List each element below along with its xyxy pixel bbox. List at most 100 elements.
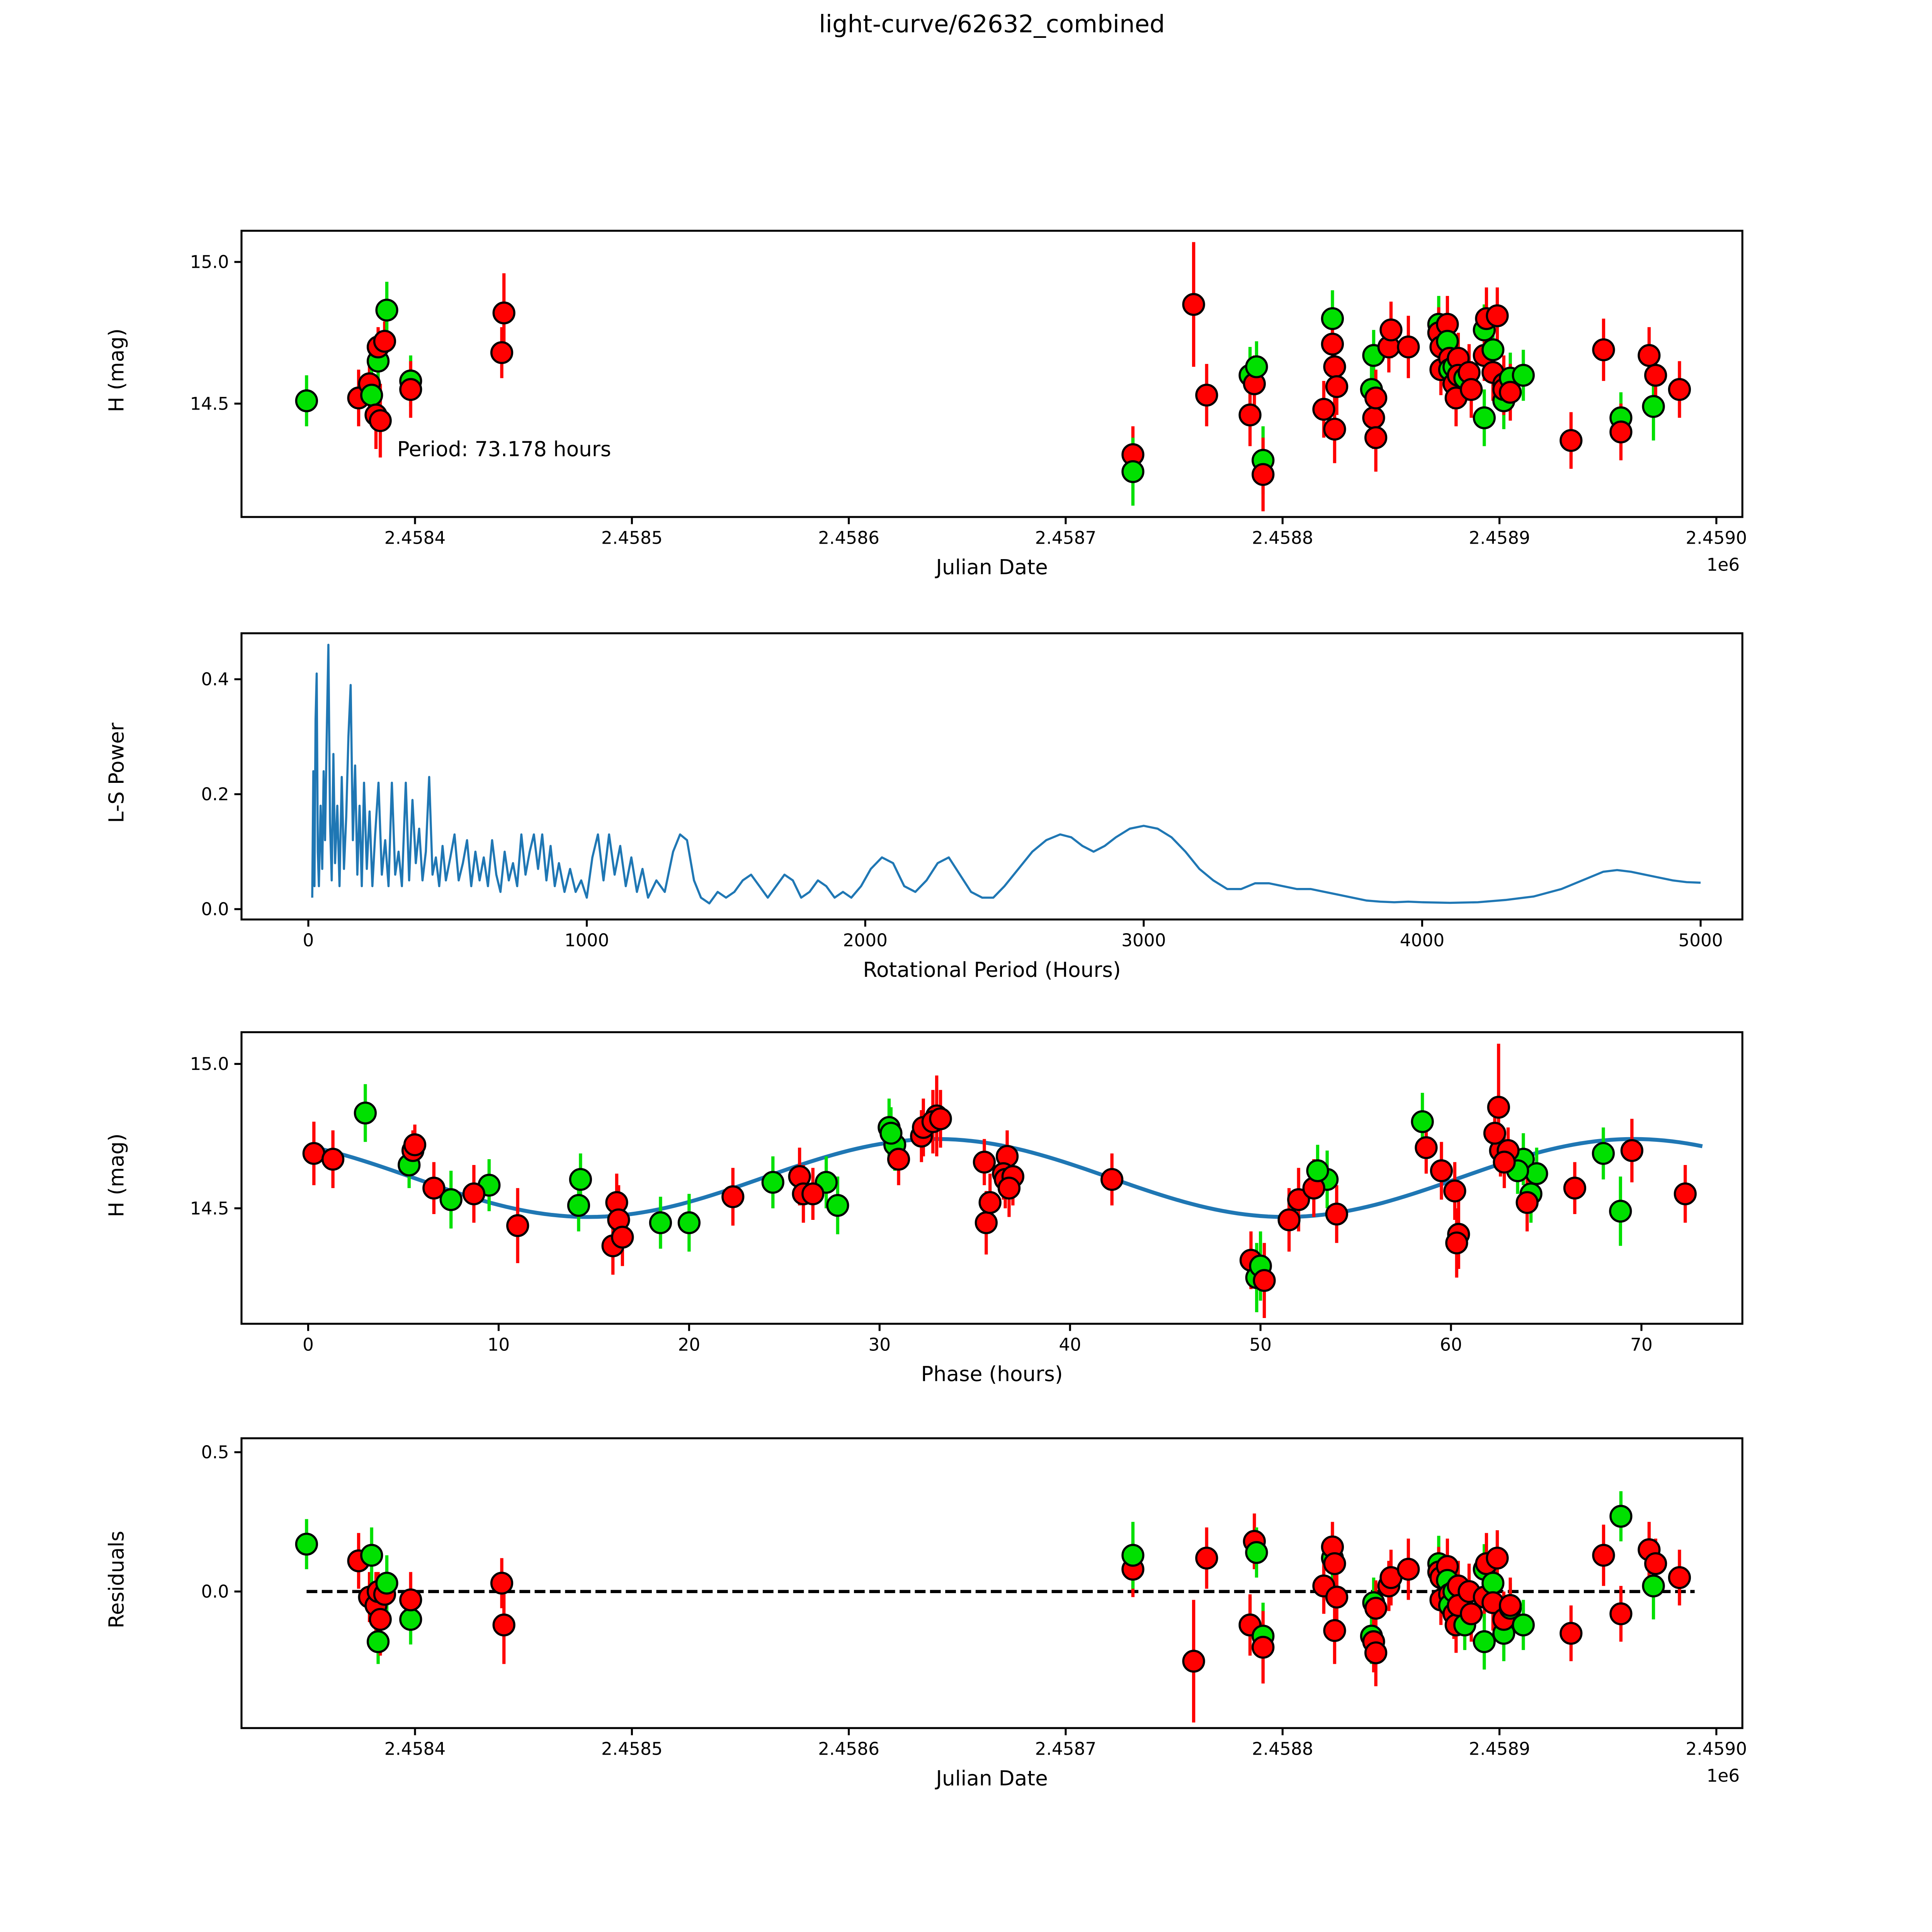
data-point: [369, 1608, 392, 1631]
data-point: [1253, 1269, 1276, 1292]
data-point: [1245, 355, 1268, 378]
data-point: [422, 1177, 446, 1200]
data-point: [369, 409, 392, 432]
data-point: [978, 1191, 1002, 1214]
data-point: [1397, 335, 1420, 359]
x-tick-label: 2.4587: [1035, 527, 1097, 548]
data-point: [1323, 1552, 1346, 1575]
axis-ticks: 0 10 20 30 40 50 60 70 15.0 14.5: [190, 1054, 1653, 1355]
data-point: [1321, 307, 1344, 330]
data-point: [1252, 463, 1275, 486]
x-tick-label: 3000: [1121, 930, 1166, 951]
data-point: [1642, 1574, 1665, 1598]
jd-lightcurve-chart-canvas: 2.4584 2.4585 2.4586 2.4587 2.4588 2.4589 2.45…: [190, 230, 1747, 548]
data-point: [826, 1194, 849, 1217]
data-point: [1638, 344, 1661, 367]
data-point: [1486, 304, 1509, 327]
x-tick-label: 2.4588: [1252, 1739, 1313, 1759]
data-point: [1620, 1139, 1643, 1162]
data-point: [973, 1150, 996, 1174]
data-point: [1673, 1182, 1697, 1206]
data-point: [1609, 1602, 1633, 1626]
data-point: [1644, 364, 1667, 387]
x-tick-label: 2.4589: [1469, 527, 1530, 548]
y-tick-label: 14.5: [190, 1198, 229, 1219]
data-point: [399, 378, 422, 401]
y-tick-label: 0.4: [201, 669, 229, 690]
data-point: [1325, 375, 1349, 398]
x-tick-label: 20: [678, 1334, 701, 1355]
x-tick-label: 2.4588: [1252, 527, 1313, 548]
data-point: [1397, 1558, 1420, 1581]
y-tick-label: 15.0: [190, 252, 229, 272]
data-point: [1512, 1613, 1535, 1637]
data-point: [611, 1226, 634, 1249]
data-point: [354, 1101, 377, 1125]
plot-border: [240, 1437, 1743, 1729]
x-axis-offset-1e6-top: 1e6: [1706, 556, 1740, 576]
data-point: [1592, 338, 1615, 361]
data-point: [1238, 403, 1262, 427]
data-point: [492, 301, 515, 325]
data-point: [1473, 1630, 1496, 1653]
data-point: [569, 1168, 592, 1191]
x-tick-label: 50: [1249, 1334, 1272, 1355]
data-point: [321, 1148, 345, 1171]
data-point: [1430, 1159, 1453, 1182]
y-axis-label-h-mag-top: H (mag): [104, 328, 129, 412]
x-tick-label: 0: [303, 1334, 314, 1355]
data-point: [490, 341, 514, 364]
data-point: [462, 1182, 485, 1206]
y-tick-label: 0.2: [201, 784, 229, 804]
data-markers: [302, 1095, 1697, 1292]
data-point: [887, 1148, 910, 1171]
data-point: [1323, 355, 1346, 378]
data-point: [360, 383, 383, 407]
data-point: [1560, 429, 1583, 452]
y-tick-label: 15.0: [190, 1054, 229, 1074]
y-tick-label: 0.0: [201, 1582, 229, 1602]
data-point: [492, 1613, 515, 1637]
data-point: [1668, 1566, 1691, 1589]
data-point: [490, 1571, 514, 1595]
data-point: [1563, 1177, 1587, 1200]
data-point: [761, 1171, 784, 1194]
periodogram-line: [311, 643, 1701, 905]
data-point: [373, 330, 396, 353]
data-point: [1415, 1136, 1438, 1159]
x-tick-label: 4000: [1400, 930, 1444, 951]
x-axis-label-julian-date-top: Julian Date: [936, 554, 1048, 580]
data-point: [1245, 1541, 1268, 1564]
data-point: [360, 1544, 383, 1567]
x-axis-offset-1e6-bottom: 1e6: [1706, 1767, 1740, 1787]
x-tick-label: 1000: [565, 930, 609, 951]
x-tick-label: 2.4586: [818, 527, 879, 548]
data-point: [1512, 364, 1535, 387]
data-point: [1121, 460, 1145, 483]
period-annotation: Period: 73.178 hours: [397, 436, 611, 462]
x-tick-label: 2.4590: [1686, 527, 1747, 548]
data-point: [1459, 378, 1483, 401]
data-point: [375, 1571, 398, 1595]
data-point: [1323, 417, 1346, 441]
data-point: [1443, 1179, 1466, 1202]
data-point: [1642, 395, 1665, 418]
y-axis-label-residuals: Residuals: [104, 1531, 129, 1629]
x-tick-label: 2.4584: [384, 527, 446, 548]
data-point: [1252, 1636, 1275, 1659]
data-point: [506, 1214, 529, 1237]
axis-ticks: 2.4584 2.4585 2.4586 2.4587 2.4588 2.4589 2.45…: [201, 1442, 1747, 1759]
data-point: [801, 1182, 825, 1206]
x-tick-label: 70: [1630, 1334, 1653, 1355]
data-point: [1644, 1552, 1667, 1575]
data-point: [399, 1608, 422, 1631]
phase-folded-chart-canvas: 0 10 20 30 40 50 60 70 15.0 14.5: [190, 1031, 1743, 1355]
data-point: [1379, 318, 1403, 342]
data-point: [399, 1588, 422, 1612]
plot-border: [240, 230, 1743, 518]
data-point: [1486, 1546, 1509, 1570]
data-point: [1459, 1602, 1483, 1626]
x-tick-label: 2.4590: [1686, 1739, 1747, 1759]
data-point: [929, 1107, 952, 1131]
